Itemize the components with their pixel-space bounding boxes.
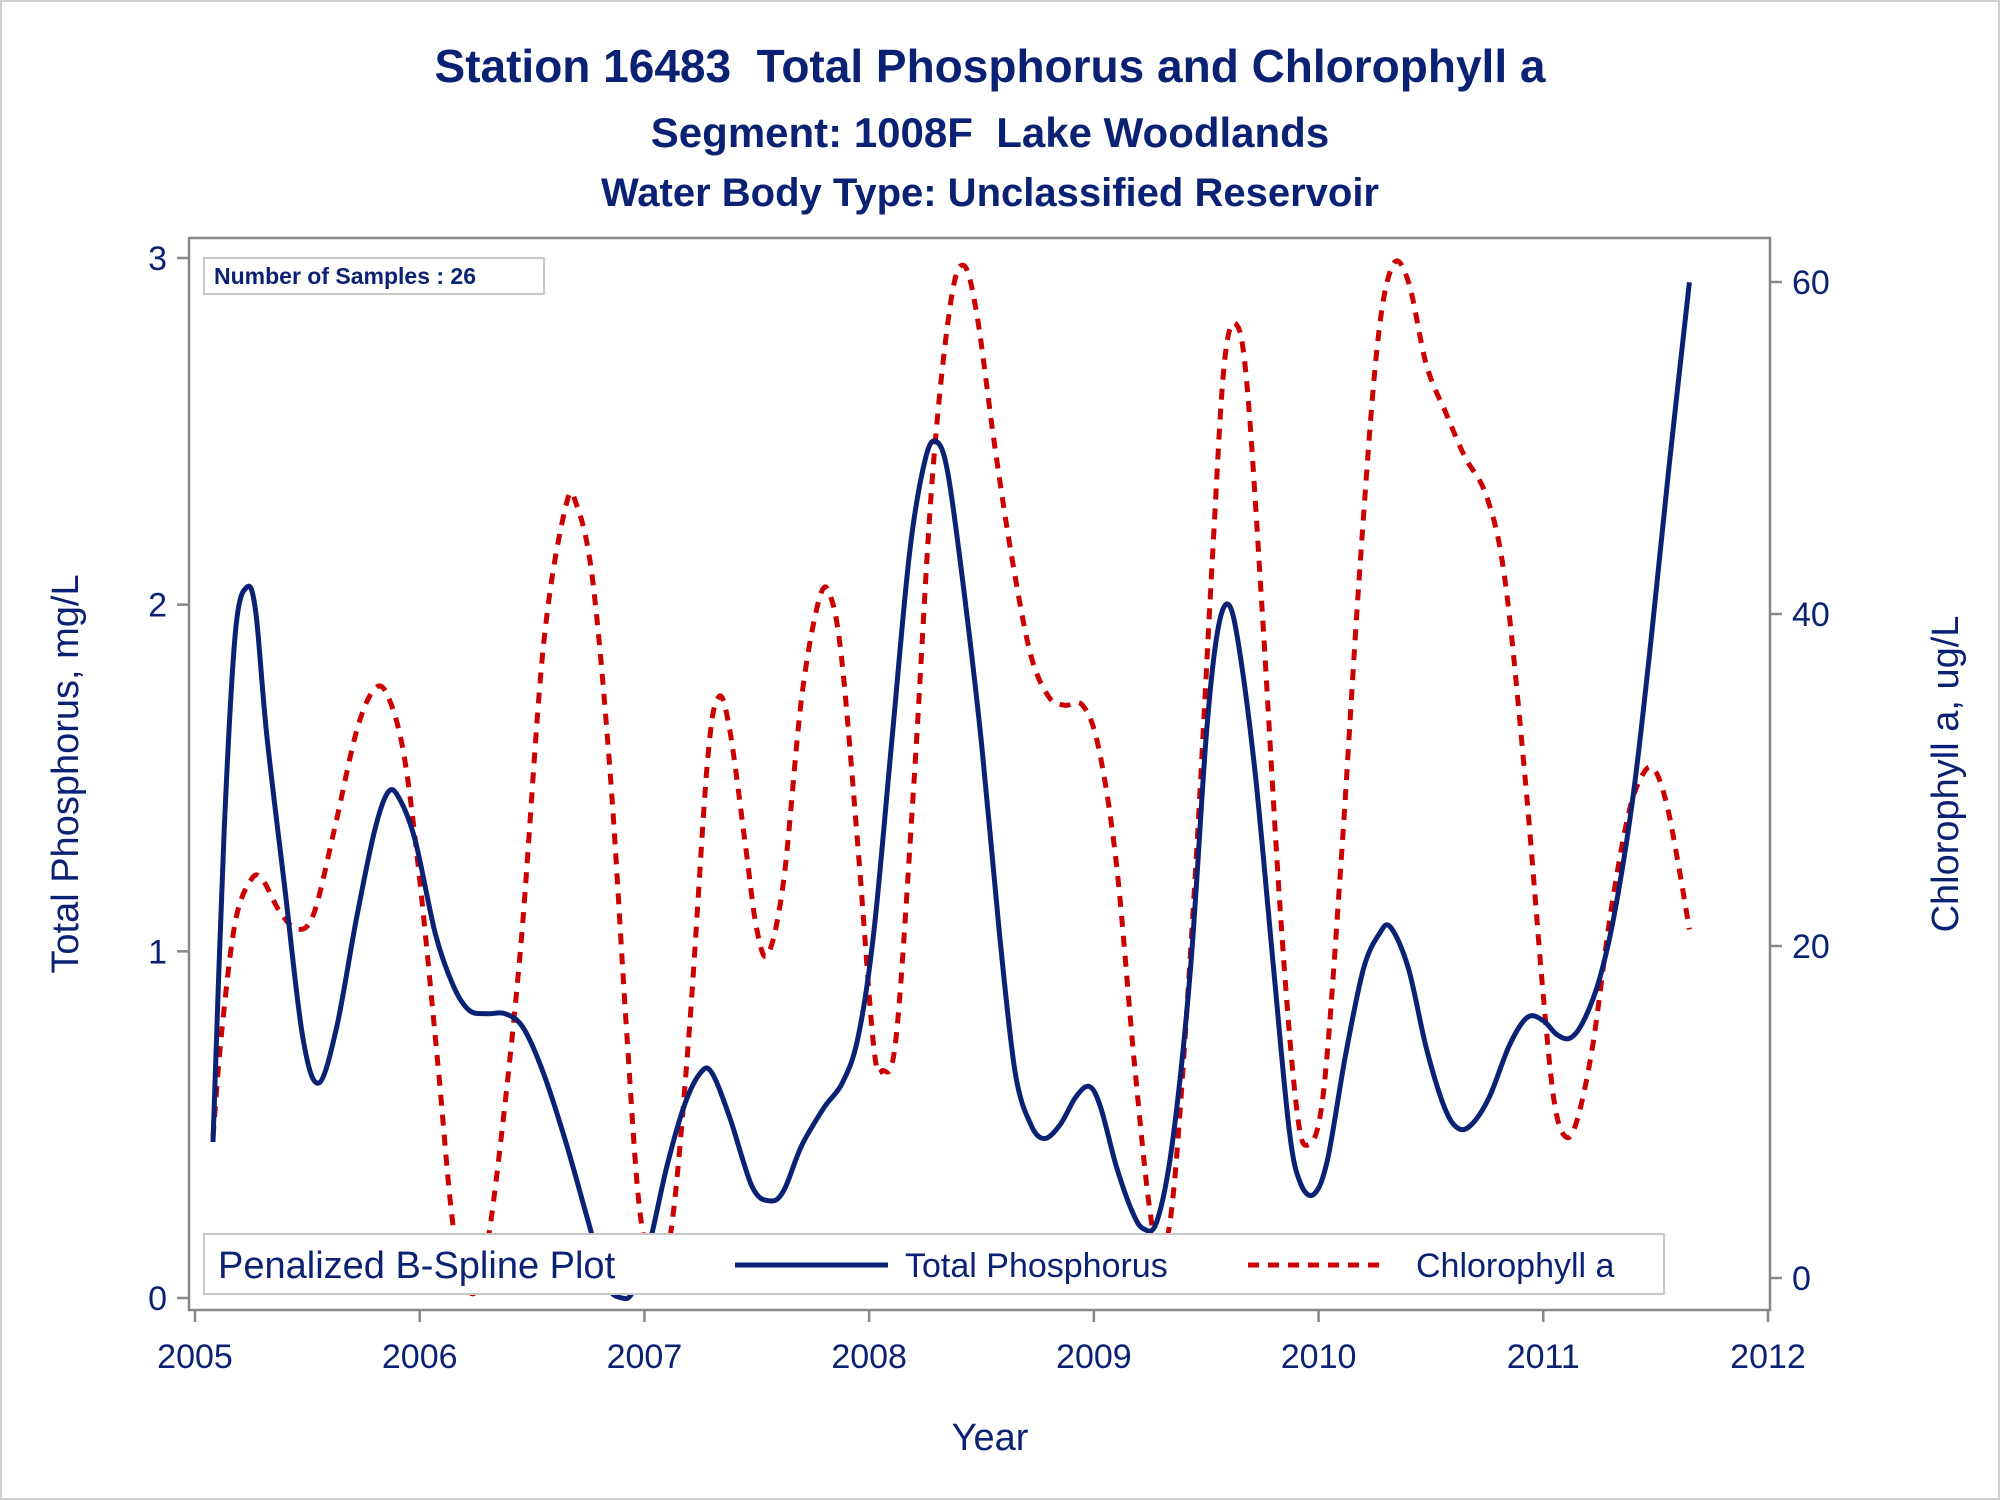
x-tick-label: 2009 xyxy=(1056,1338,1132,1376)
legend-entry-phosphorus: Total Phosphorus xyxy=(905,1247,1168,1285)
series-layer xyxy=(210,258,1692,1302)
series-line-phosphorus xyxy=(210,282,1692,1302)
x-tick-label: 2011 xyxy=(1507,1338,1580,1376)
plot-area xyxy=(187,236,1772,1312)
x-tick-label: 2010 xyxy=(1281,1338,1357,1376)
y2-tick-label: 0 xyxy=(1792,1260,1811,1298)
chart-subtitle: Segment: 1008F Lake Woodlands xyxy=(651,109,1329,156)
y2-tick-label: 20 xyxy=(1792,928,1830,966)
y2-tick-label: 40 xyxy=(1792,596,1830,634)
y-axis-label: Total Phosphorus, mg/L xyxy=(45,574,87,973)
series-line-chlorophyll xyxy=(210,258,1692,1297)
chart-title: Station 16483 Total Phosphorus and Chlor… xyxy=(435,40,1546,92)
x-tick-label: 2007 xyxy=(607,1338,683,1376)
x-axis-label: Year xyxy=(952,1417,1029,1459)
legend: Penalized B-Spline Plot Total Phosphorus… xyxy=(203,1233,1665,1295)
x-tick-label: 2005 xyxy=(157,1338,233,1376)
y-tick-label: 3 xyxy=(148,240,167,278)
axes-layer: 2005 2006 2007 2008 2009 2010 2011 201201230204… xyxy=(148,240,1830,1376)
x-tick-label: 2012 xyxy=(1730,1338,1806,1376)
y-tick-label: 2 xyxy=(148,587,167,625)
y-tick-label: 0 xyxy=(148,1280,167,1318)
x-tick-label: 2008 xyxy=(831,1338,907,1376)
y-tick-label: 1 xyxy=(148,933,167,971)
sample-count-label: Number of Samples : 26 xyxy=(214,263,476,289)
legend-entry-chlorophyll: Chlorophyll a xyxy=(1416,1247,1615,1285)
x-tick-label: 2006 xyxy=(382,1338,458,1376)
y2-axis-label: Chlorophyll a, ug/L xyxy=(1925,616,1967,933)
legend-box xyxy=(203,1233,1665,1295)
sample-count-box xyxy=(203,257,545,295)
chart-subtitle-2: Water Body Type: Unclassified Reservoir xyxy=(601,171,1379,215)
legend-title: Penalized B-Spline Plot xyxy=(218,1245,616,1287)
y2-tick-label: 60 xyxy=(1792,264,1830,302)
